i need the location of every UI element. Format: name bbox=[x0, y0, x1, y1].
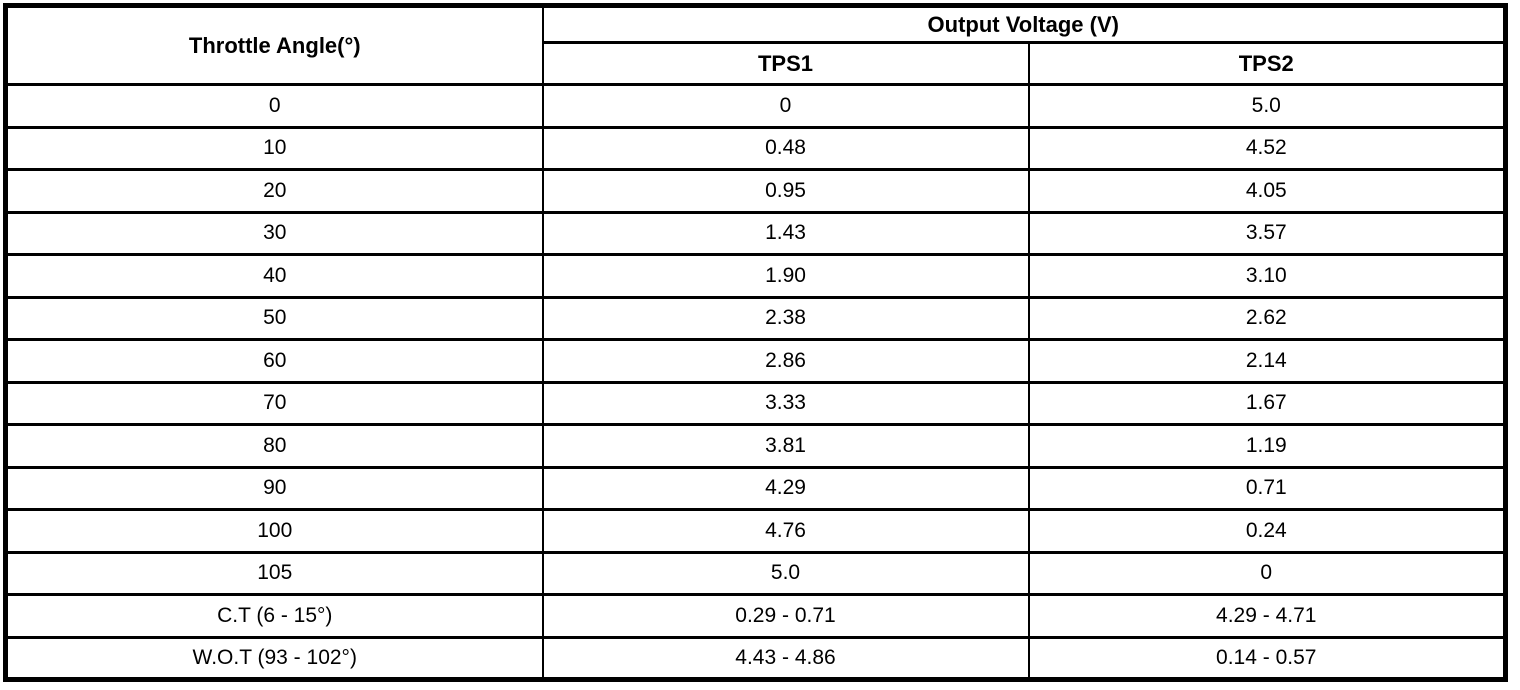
tps1-cell: 2.86 bbox=[541, 338, 1030, 384]
angle-cell: 60 bbox=[4, 338, 544, 384]
tps1-cell: 4.43 - 4.86 bbox=[541, 635, 1030, 681]
table-row: 40 1.90 3.10 bbox=[4, 253, 1507, 299]
angle-cell: 20 bbox=[4, 168, 544, 214]
tps1-cell: 3.81 bbox=[541, 423, 1030, 469]
tps1-header: TPS1 bbox=[541, 41, 1030, 86]
tps2-cell: 4.29 - 4.71 bbox=[1027, 593, 1507, 639]
angle-cell: C.T (6 - 15°) bbox=[4, 593, 544, 639]
angle-cell: 50 bbox=[4, 295, 544, 341]
throttle-voltage-table: Throttle Angle(°) Output Voltage (V) TPS… bbox=[3, 3, 1508, 682]
tps2-cell: 2.62 bbox=[1027, 295, 1507, 341]
tps2-cell: 0.71 bbox=[1027, 465, 1507, 511]
tps1-cell: 1.90 bbox=[541, 253, 1030, 299]
tps2-header: TPS2 bbox=[1027, 41, 1507, 86]
output-voltage-header: Output Voltage (V) bbox=[541, 4, 1507, 44]
table-row: W.O.T (93 - 102°) 4.43 - 4.86 0.14 - 0.5… bbox=[4, 635, 1507, 681]
tps1-cell: 1.43 bbox=[541, 210, 1030, 256]
tps2-cell: 0.14 - 0.57 bbox=[1027, 635, 1507, 681]
tps1-cell: 3.33 bbox=[541, 380, 1030, 426]
angle-cell: 40 bbox=[4, 253, 544, 299]
angle-cell: 0 bbox=[4, 83, 544, 129]
tps2-cell: 0.24 bbox=[1027, 508, 1507, 554]
tps2-cell: 1.67 bbox=[1027, 380, 1507, 426]
tps2-cell: 3.10 bbox=[1027, 253, 1507, 299]
tps2-cell: 0 bbox=[1027, 550, 1507, 596]
tps1-cell: 4.29 bbox=[541, 465, 1030, 511]
throttle-angle-header: Throttle Angle(°) bbox=[4, 4, 544, 86]
table-row: 90 4.29 0.71 bbox=[4, 465, 1507, 511]
angle-cell: 80 bbox=[4, 423, 544, 469]
tps1-cell: 0.48 bbox=[541, 125, 1030, 171]
table-row: 0 0 5.0 bbox=[4, 83, 1507, 129]
table-row: 10 0.48 4.52 bbox=[4, 125, 1507, 171]
tps1-cell: 4.76 bbox=[541, 508, 1030, 554]
angle-cell: 30 bbox=[4, 210, 544, 256]
tps2-cell: 4.52 bbox=[1027, 125, 1507, 171]
tps2-cell: 4.05 bbox=[1027, 168, 1507, 214]
table-row: 60 2.86 2.14 bbox=[4, 338, 1507, 384]
tps1-cell: 0 bbox=[541, 83, 1030, 129]
table-row: 20 0.95 4.05 bbox=[4, 168, 1507, 214]
table-body: 0 0 5.0 10 0.48 4.52 20 0.95 4.05 30 1.4… bbox=[4, 83, 1507, 681]
header-row-sub: TPS1 TPS2 bbox=[6, 41, 1507, 86]
table-row: C.T (6 - 15°) 0.29 - 0.71 4.29 - 4.71 bbox=[4, 593, 1507, 639]
table-row: 50 2.38 2.62 bbox=[4, 295, 1507, 341]
tps2-cell: 3.57 bbox=[1027, 210, 1507, 256]
angle-cell: 100 bbox=[4, 508, 544, 554]
table-row: 80 3.81 1.19 bbox=[4, 423, 1507, 469]
table-row: 30 1.43 3.57 bbox=[4, 210, 1507, 256]
table-header: Throttle Angle(°) Output Voltage (V) TPS… bbox=[4, 4, 1507, 86]
angle-cell: W.O.T (93 - 102°) bbox=[4, 635, 544, 681]
tps2-cell: 2.14 bbox=[1027, 338, 1507, 384]
tps1-cell: 0.95 bbox=[541, 168, 1030, 214]
tps1-cell: 5.0 bbox=[541, 550, 1030, 596]
header-row-group: Throttle Angle(°) Output Voltage (V) bbox=[4, 4, 1507, 86]
tps1-cell: 2.38 bbox=[541, 295, 1030, 341]
tps2-cell: 1.19 bbox=[1027, 423, 1507, 469]
angle-cell: 70 bbox=[4, 380, 544, 426]
table-row: 70 3.33 1.67 bbox=[4, 380, 1507, 426]
angle-cell: 10 bbox=[4, 125, 544, 171]
tps1-cell: 0.29 - 0.71 bbox=[541, 593, 1030, 639]
angle-cell: 105 bbox=[4, 550, 544, 596]
angle-cell: 90 bbox=[4, 465, 544, 511]
table-row: 100 4.76 0.24 bbox=[4, 508, 1507, 554]
table-row: 105 5.0 0 bbox=[4, 550, 1507, 596]
tps2-cell: 5.0 bbox=[1027, 83, 1507, 129]
